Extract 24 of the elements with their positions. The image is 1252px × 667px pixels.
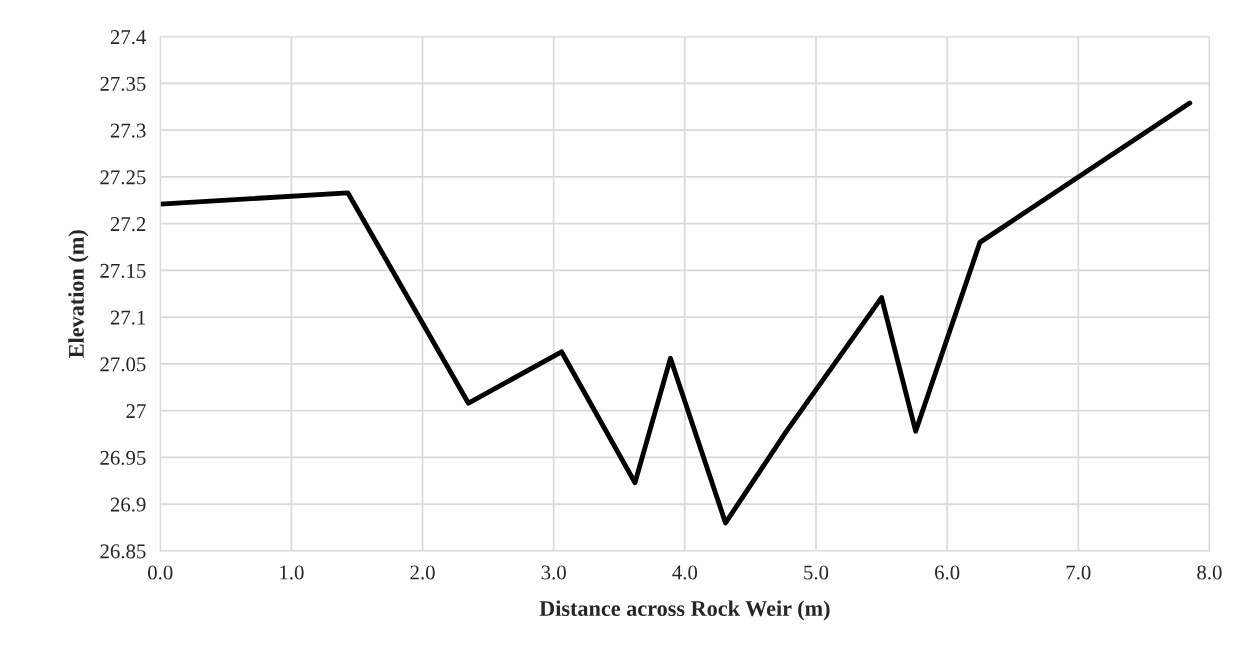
y-tick-label: 27.2 (110, 217, 146, 232)
x-axis-title: Distance across Rock Weir (m) (539, 600, 830, 621)
y-tick-label: 26.85 (100, 544, 146, 559)
x-tick-label: 3.0 (541, 565, 566, 580)
y-tick-label: 27.4 (110, 30, 147, 45)
x-tick-label: 1.0 (280, 565, 304, 580)
y-tick-label: 26.95 (100, 450, 146, 465)
y-tick-label: 27.3 (110, 123, 146, 138)
y-tick-label: 27.35 (100, 76, 146, 91)
x-tick-label: 4.0 (672, 565, 698, 580)
x-tick-label: 6.0 (935, 565, 960, 580)
y-tick-label: 26.9 (110, 497, 146, 512)
y-tick-label: 27.15 (100, 263, 146, 278)
y-tick-label: 27 (126, 404, 146, 418)
y-tick-label: 27.25 (100, 170, 146, 185)
y-tick-label: 27.05 (100, 357, 146, 372)
x-tick-label: 2.0 (410, 565, 435, 580)
x-tick-label: 5.0 (804, 565, 829, 580)
x-tick-label: 0.0 (148, 565, 173, 580)
x-tick-label: 7.0 (1066, 565, 1091, 580)
x-tick-label: 8.0 (1197, 565, 1222, 580)
y-tick-label: 27.1 (110, 310, 146, 325)
y-axis-title: Elevation (m) (68, 230, 89, 358)
line-series (160, 100, 1193, 526)
